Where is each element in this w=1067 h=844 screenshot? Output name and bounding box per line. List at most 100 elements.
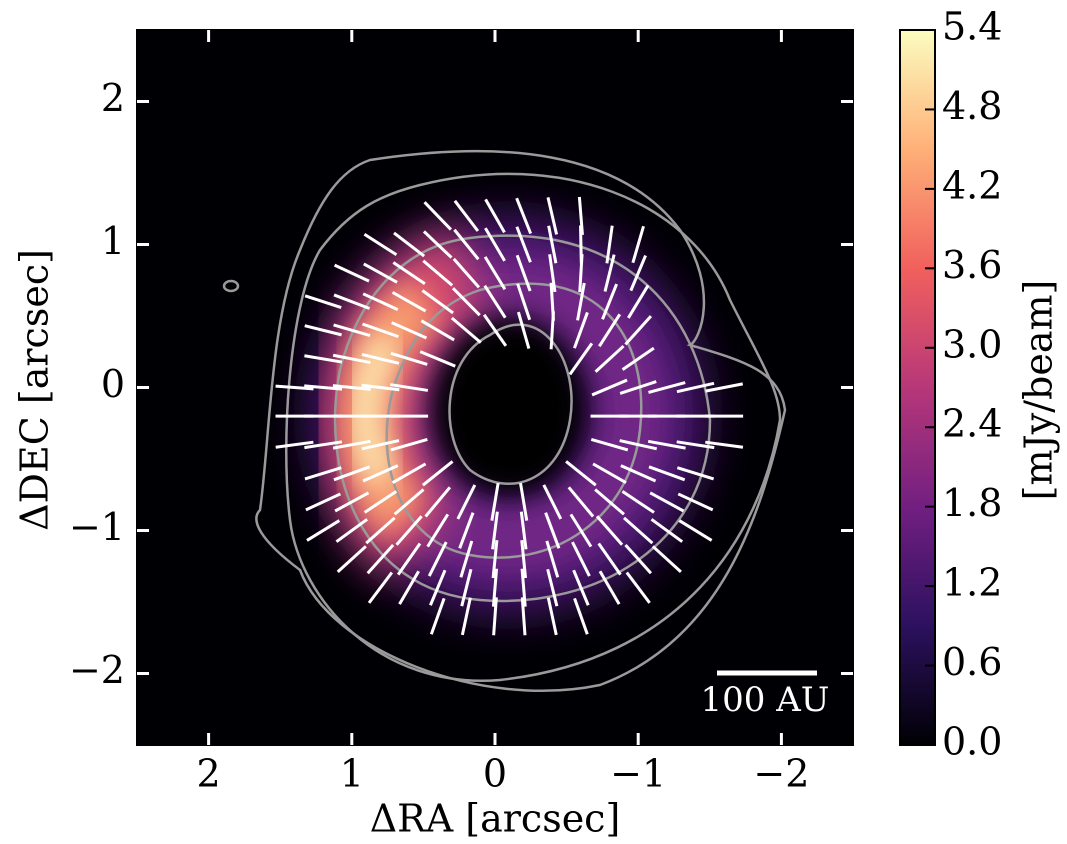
vector bbox=[648, 381, 686, 394]
y-tick-label: 0 bbox=[101, 362, 125, 406]
vector bbox=[483, 284, 507, 319]
vector bbox=[595, 515, 624, 546]
vector bbox=[651, 545, 682, 573]
vector bbox=[515, 226, 532, 263]
vector bbox=[392, 261, 426, 285]
colorbar-tick-label: 0.0 bbox=[942, 720, 1002, 764]
vector bbox=[542, 484, 563, 520]
colorbar-tick-label: 4.2 bbox=[942, 163, 1002, 207]
vector bbox=[422, 230, 453, 259]
y-tick-label: −2 bbox=[69, 648, 125, 692]
vector bbox=[304, 466, 342, 481]
vector bbox=[275, 440, 314, 449]
vector bbox=[594, 488, 625, 516]
vector bbox=[569, 513, 593, 548]
vector bbox=[367, 571, 394, 604]
vector bbox=[624, 543, 653, 575]
vector bbox=[456, 484, 477, 520]
vector bbox=[546, 197, 559, 235]
vector bbox=[568, 342, 594, 376]
vector bbox=[577, 196, 584, 235]
colorbar-tick-label: 2.4 bbox=[942, 402, 1002, 446]
vector bbox=[516, 311, 531, 349]
vector bbox=[573, 597, 589, 635]
vector bbox=[275, 384, 314, 391]
vector bbox=[484, 198, 506, 234]
vector bbox=[605, 225, 614, 264]
vector bbox=[579, 225, 583, 264]
vector bbox=[423, 201, 452, 231]
vector bbox=[547, 225, 558, 264]
vector bbox=[621, 490, 655, 514]
x-tick-label: 0 bbox=[483, 752, 507, 796]
vector bbox=[519, 482, 529, 521]
vector bbox=[621, 346, 655, 371]
vector bbox=[627, 284, 650, 319]
image-panel: 100 AU bbox=[137, 30, 853, 745]
vector bbox=[390, 351, 428, 366]
vector bbox=[335, 518, 369, 543]
vector bbox=[421, 289, 454, 315]
vector bbox=[591, 378, 628, 397]
vector bbox=[419, 350, 456, 368]
vector bbox=[603, 254, 616, 292]
vector bbox=[304, 294, 342, 310]
vector bbox=[332, 384, 371, 391]
vector bbox=[520, 568, 527, 607]
colorbar-tick-label: 5.4 bbox=[942, 5, 1002, 49]
vector bbox=[491, 511, 499, 550]
vector bbox=[548, 254, 557, 293]
vector bbox=[545, 540, 560, 578]
vector bbox=[398, 570, 420, 605]
vector bbox=[620, 464, 657, 483]
vector bbox=[333, 465, 371, 482]
vector bbox=[459, 540, 474, 578]
vector bbox=[333, 323, 371, 338]
vector bbox=[452, 257, 481, 289]
vector bbox=[426, 513, 450, 548]
vector bbox=[332, 353, 371, 365]
colorbar-label: [mJy/beam] bbox=[1017, 280, 1061, 501]
vector bbox=[598, 313, 622, 348]
vector bbox=[567, 486, 595, 518]
vector bbox=[304, 354, 343, 364]
x-tick-label: 2 bbox=[197, 752, 221, 796]
vector bbox=[594, 344, 625, 373]
y-tick-label: 2 bbox=[101, 76, 125, 120]
vector bbox=[492, 597, 498, 636]
vector bbox=[333, 293, 371, 310]
vector bbox=[515, 254, 532, 292]
vector bbox=[450, 316, 482, 344]
vector bbox=[390, 438, 428, 452]
vector bbox=[366, 543, 395, 575]
vector bbox=[365, 516, 396, 545]
vector bbox=[362, 464, 399, 483]
vector bbox=[623, 516, 654, 545]
vector bbox=[484, 227, 506, 262]
vector bbox=[460, 597, 472, 636]
polarization-vectors bbox=[275, 196, 744, 636]
vector bbox=[676, 466, 715, 481]
vector bbox=[629, 255, 647, 292]
contours bbox=[222, 149, 787, 692]
vector bbox=[421, 460, 454, 487]
vector bbox=[648, 465, 686, 482]
vector bbox=[520, 540, 528, 579]
vector bbox=[597, 542, 622, 576]
vector bbox=[453, 228, 480, 261]
vector bbox=[546, 597, 558, 636]
vector bbox=[490, 482, 500, 521]
vector bbox=[420, 319, 455, 342]
vector bbox=[678, 519, 713, 542]
vector bbox=[390, 383, 429, 392]
vector bbox=[304, 324, 342, 337]
vector bbox=[647, 439, 686, 450]
vector bbox=[491, 568, 499, 607]
vector bbox=[482, 313, 508, 347]
vector bbox=[677, 492, 714, 512]
vector bbox=[334, 491, 370, 513]
vector bbox=[363, 233, 398, 256]
vector bbox=[332, 439, 371, 450]
vector bbox=[361, 439, 400, 451]
vector bbox=[393, 231, 426, 258]
